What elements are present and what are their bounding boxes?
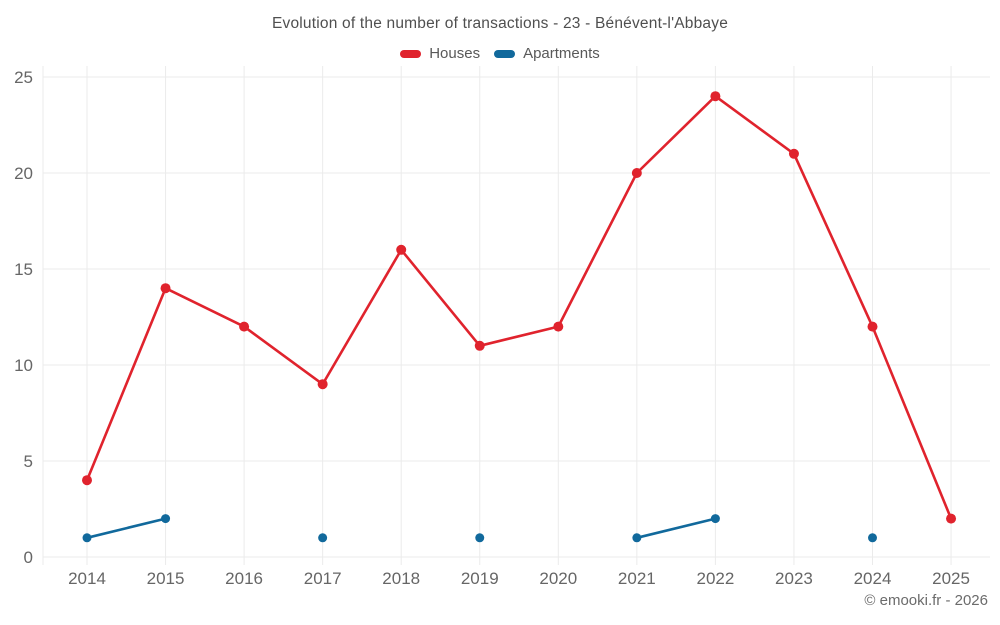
x-tick-label: 2016 bbox=[225, 569, 263, 588]
data-point-houses bbox=[710, 91, 721, 102]
y-tick-label: 15 bbox=[14, 260, 33, 279]
series-line-apartments bbox=[635, 517, 717, 540]
x-tick-label: 2025 bbox=[932, 569, 970, 588]
x-tick-label: 2014 bbox=[68, 569, 106, 588]
houses-series-swatch-icon bbox=[400, 49, 422, 58]
x-tick-label: 2022 bbox=[696, 569, 734, 588]
data-point-apartments bbox=[710, 514, 720, 524]
data-point-apartments bbox=[475, 533, 485, 543]
data-point-houses bbox=[553, 321, 564, 332]
x-tick-label: 2023 bbox=[775, 569, 813, 588]
data-point-houses bbox=[474, 340, 485, 351]
x-tick-label: 2020 bbox=[539, 569, 577, 588]
x-tick-label: 2015 bbox=[147, 569, 185, 588]
y-tick-label: 5 bbox=[24, 452, 33, 471]
y-tick-label: 10 bbox=[14, 356, 33, 375]
data-point-apartments bbox=[868, 533, 877, 543]
data-point-apartments bbox=[161, 514, 171, 524]
copyright-text: © emooki.fr - 2026 bbox=[864, 592, 988, 609]
apartments-series-swatch-icon bbox=[494, 49, 516, 58]
data-point-apartments bbox=[82, 533, 92, 543]
legend: Houses Apartments bbox=[0, 45, 1000, 62]
y-tick-label: 20 bbox=[14, 164, 33, 183]
data-point-houses bbox=[82, 475, 92, 486]
data-point-houses bbox=[160, 283, 171, 294]
data-point-houses bbox=[631, 168, 642, 178]
chart-title: Evolution of the number of transactions … bbox=[271, 15, 729, 32]
legend-label-apartments: Apartments bbox=[523, 45, 600, 62]
legend-item-apartments[interactable]: Apartments bbox=[494, 45, 600, 62]
x-tick-label: 2024 bbox=[854, 569, 892, 588]
legend-item-houses[interactable]: Houses bbox=[400, 45, 480, 62]
data-point-houses bbox=[867, 321, 878, 332]
data-point-houses bbox=[239, 321, 250, 332]
data-point-houses bbox=[396, 244, 407, 255]
x-tick-label: 2019 bbox=[461, 569, 499, 588]
data-point-houses bbox=[317, 379, 328, 390]
series-line-houses bbox=[85, 94, 953, 520]
series-line-apartments bbox=[85, 517, 167, 540]
y-tick-label: 0 bbox=[24, 548, 33, 567]
data-point-apartments bbox=[632, 533, 642, 543]
data-point-houses bbox=[788, 148, 799, 159]
x-tick-label: 2017 bbox=[304, 569, 342, 588]
data-point-houses bbox=[946, 513, 957, 524]
x-tick-label: 2021 bbox=[618, 569, 656, 588]
x-tick-label: 2018 bbox=[382, 569, 420, 588]
data-point-apartments bbox=[318, 533, 328, 543]
y-tick-label: 25 bbox=[14, 68, 33, 87]
legend-label-houses: Houses bbox=[429, 45, 481, 62]
